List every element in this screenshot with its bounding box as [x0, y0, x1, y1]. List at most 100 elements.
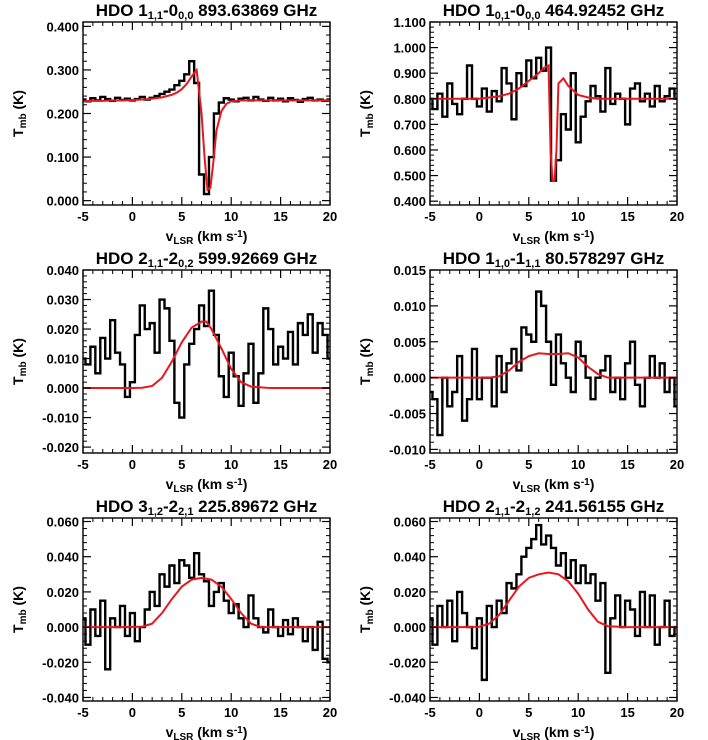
- x-tick-label: -5: [424, 705, 436, 720]
- y-tick-label: -0.040: [42, 690, 79, 705]
- y-label-text: (K): [357, 90, 373, 113]
- x-label-text: (km s: [193, 724, 234, 740]
- y-tick-label: -0.040: [389, 690, 426, 705]
- y-tick-label: 0.010: [46, 352, 79, 367]
- y-axis-label: Tmb (K): [357, 90, 376, 137]
- title-text: -2: [163, 497, 178, 516]
- title-subscript: 1,1: [525, 258, 540, 270]
- x-tick-label: 20: [670, 457, 684, 472]
- x-label-text: (km s: [193, 228, 234, 244]
- title-subscript: 1,2: [525, 506, 540, 518]
- x-label-text: v: [166, 228, 174, 244]
- series-group: [83, 60, 330, 196]
- y-tick-label: 0.500: [393, 169, 426, 184]
- observed-spectrum: [430, 290, 677, 437]
- series-group: [430, 523, 677, 682]
- x-tick-label: 10: [571, 209, 585, 224]
- y-label-text: (K): [357, 586, 373, 609]
- x-tick-label: -5: [77, 457, 89, 472]
- model-spectrum: [83, 67, 330, 192]
- y-tick-label: -0.020: [42, 440, 79, 455]
- x-tick-label: -5: [77, 705, 89, 720]
- observed-spectrum: [83, 551, 330, 671]
- x-tick-label: 15: [620, 457, 634, 472]
- x-tick-label: 5: [178, 209, 185, 224]
- x-label-text: (km s: [193, 476, 234, 492]
- chart-panel-2: HDO 10,1-00,0 464.92452 GHz -5 0 5 10 15 20 0.4…: [357, 1, 684, 247]
- y-tick-label: 1.000: [393, 41, 426, 56]
- y-tick-label: 0.800: [393, 92, 426, 107]
- x-axis-label: vLSR (km s-1): [166, 476, 248, 495]
- x-label-subscript: LSR: [173, 236, 194, 247]
- x-label-superscript: -1: [234, 477, 243, 488]
- y-axis-label: Tmb (K): [10, 90, 29, 137]
- title-frequency: 599.92669 GHz: [193, 249, 317, 268]
- y-label-subscript: mb: [18, 113, 29, 128]
- chart-panel-4: HDO 11,0-11,1 80.578297 GHz-5 0 5 10 15 20-0.…: [357, 249, 684, 495]
- x-label-text: v: [166, 724, 174, 740]
- y-tick-label: 0.030: [46, 293, 79, 308]
- x-tick-label: 0: [476, 209, 483, 224]
- y-tick-label: 0.000: [393, 620, 426, 635]
- x-label-text: ): [590, 724, 595, 740]
- x-label-subscript: LSR: [520, 236, 541, 247]
- series-group: [430, 46, 677, 182]
- y-label-subscript: mb: [18, 361, 29, 376]
- x-label-text: (km s: [540, 724, 581, 740]
- y-label-text: T: [10, 624, 26, 633]
- title-subscript: 1,1: [148, 10, 163, 22]
- x-tick-label: 20: [323, 705, 337, 720]
- x-tick-label: -5: [424, 209, 436, 224]
- x-label-superscript: -1: [581, 725, 590, 736]
- y-tick-label: 0.005: [393, 335, 426, 350]
- y-axis-label: Tmb (K): [10, 586, 29, 633]
- y-tick-label: 0.015: [393, 263, 426, 278]
- title-text: HDO 1: [443, 249, 495, 268]
- title-frequency: 80.578297 GHz: [540, 249, 664, 268]
- x-label-subscript: LSR: [173, 732, 194, 740]
- title-text: HDO 2: [443, 497, 495, 516]
- x-tick-label: 10: [571, 705, 585, 720]
- chart-panel-3: HDO 21,1-20,2 599.92669 GHz -5 0 5 10 15 20 -0.…: [10, 249, 337, 495]
- y-label-text: T: [357, 624, 373, 633]
- x-tick-label: 15: [273, 705, 287, 720]
- chart-panel-6: HDO 21,1-21,2 241.56155 GHz -5 0 5 10 15 20 -0.…: [357, 497, 684, 740]
- plot-frame: [429, 517, 678, 702]
- title-subscript: 0,1: [495, 10, 510, 22]
- title-text: HDO 3: [96, 497, 148, 516]
- x-axis-label: vLSR (km s-1): [513, 228, 595, 247]
- y-tick-label: 0.600: [393, 143, 426, 158]
- x-label-text: v: [513, 228, 521, 244]
- chart-panel-5: HDO 31,2-22,1 225.89672 GHz -5 0 5 10 15 20 -0.…: [10, 497, 337, 740]
- x-label-text: ): [590, 476, 595, 492]
- model-spectrum: [430, 571, 677, 629]
- y-label-text: T: [357, 128, 373, 137]
- y-tick-label: 0.000: [46, 620, 79, 635]
- y-label-text: (K): [10, 586, 26, 609]
- y-label-subscript: mb: [18, 609, 29, 624]
- x-axis-label: vLSR (km s-1): [513, 724, 595, 740]
- plot-frame: [429, 269, 678, 454]
- chart-title: HDO 21,1-21,2 241.56155 GHz: [443, 497, 665, 518]
- y-tick-label: 0.200: [46, 107, 79, 122]
- chart-panel-1: HDO 11,1-00,0 893.63869 GHz -5 0 5 10 15 20 0.0…: [10, 1, 337, 247]
- x-tick-label: 0: [129, 457, 136, 472]
- x-label-subscript: LSR: [520, 732, 541, 740]
- plot-frame: [82, 517, 331, 702]
- title-frequency: 241.56155 GHz: [540, 497, 664, 516]
- x-label-text: v: [513, 724, 521, 740]
- x-tick-label: 0: [476, 705, 483, 720]
- y-axis-label: Tmb (K): [10, 338, 29, 385]
- title-subscript: 1,1: [495, 506, 510, 518]
- x-label-subscript: LSR: [173, 484, 194, 495]
- y-tick-label: 1.100: [393, 15, 426, 30]
- y-tick-label: 0.010: [393, 299, 426, 314]
- y-tick-label: 0.020: [46, 322, 79, 337]
- y-tick-label: 0.400: [46, 19, 79, 34]
- x-label-text: v: [513, 476, 521, 492]
- x-label-text: ): [590, 228, 595, 244]
- title-text: -0: [163, 1, 178, 20]
- title-subscript: 0,0: [178, 10, 193, 22]
- y-tick-label: -0.010: [389, 442, 426, 457]
